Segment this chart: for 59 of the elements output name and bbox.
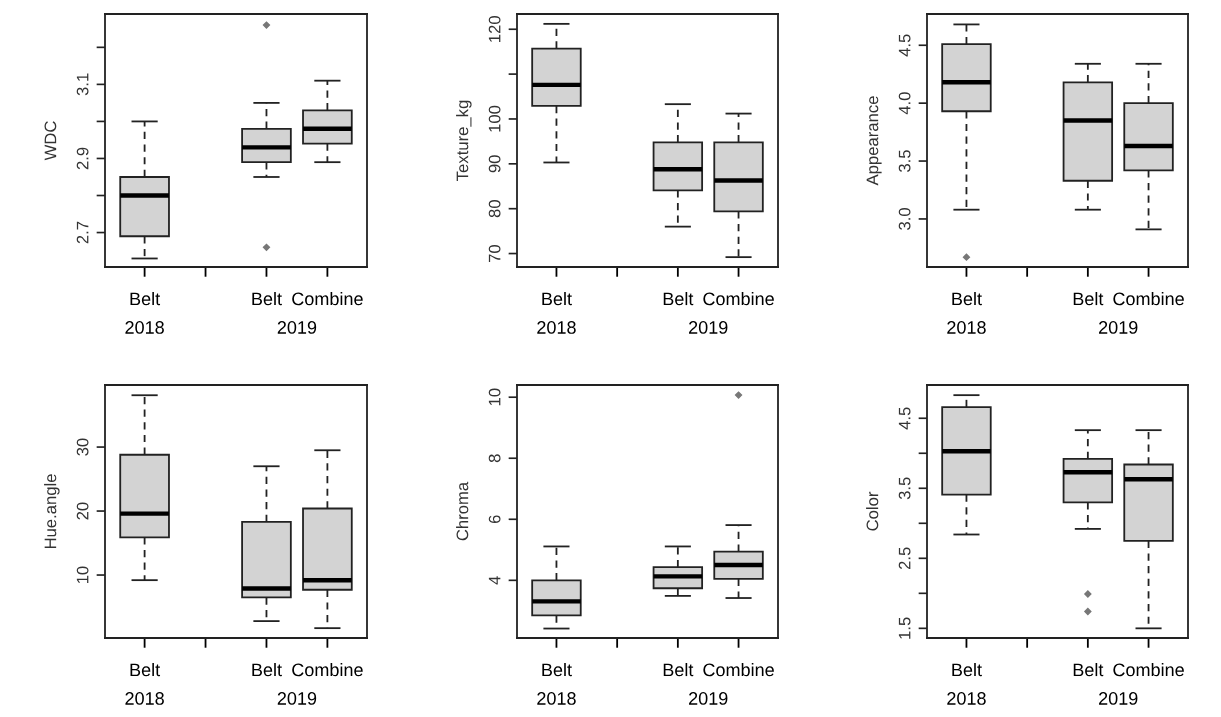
x-tick-label: Combine: [703, 663, 774, 677]
text: 2019: [1099, 692, 1138, 705]
y-tick-label: 1.5: [898, 617, 911, 639]
x-tick-label: Belt: [542, 292, 572, 306]
y-tick-label: 6: [488, 515, 501, 524]
y-tick-label: 10: [488, 388, 501, 406]
x-tick-label: Belt: [663, 663, 694, 677]
y-tick-label: 3.5: [898, 477, 911, 500]
x-tick-label: Belt: [952, 292, 982, 306]
y-tick-label: 4.5: [898, 34, 911, 57]
x-tick-label: Combine: [1113, 292, 1184, 306]
text: 2019: [277, 692, 317, 705]
y-tick-label: 100: [488, 105, 501, 132]
x-tick-label: Combine: [1113, 663, 1184, 677]
text: 2018: [125, 692, 164, 705]
x-tick-label: Belt: [130, 663, 161, 677]
y-axis-title: Chroma: [456, 481, 469, 541]
x-tick-label: Belt: [952, 663, 982, 677]
y-tick-label: 20: [76, 502, 89, 520]
text: 2018: [947, 692, 986, 705]
y-tick-label: 3.5: [898, 150, 911, 172]
text: 2019: [277, 321, 317, 334]
text: 2018: [537, 321, 576, 334]
x-tick-label: Belt: [130, 292, 161, 306]
y-tick-label: 4.0: [898, 92, 911, 115]
y-tick-label: 70: [488, 244, 501, 262]
y-tick-label: 80: [488, 200, 501, 218]
y-tick-label: 10: [76, 566, 89, 584]
y-tick-label: 8: [488, 454, 501, 463]
x-tick-label: Belt: [252, 292, 282, 306]
x-tick-label: Combine: [703, 292, 774, 306]
y-tick-label: 2.9: [76, 147, 89, 170]
y-axis-title: Color: [866, 491, 879, 531]
text: 2019: [1099, 321, 1138, 334]
y-tick-label: 4: [488, 576, 501, 585]
y-axis-title: Texture_kg: [456, 100, 472, 181]
y-tick-label: 3.0: [898, 208, 911, 230]
text: 2018: [125, 321, 164, 334]
text: 2018: [537, 692, 576, 705]
y-tick-label: 2.5: [898, 547, 911, 570]
y-tick-label: 120: [488, 16, 501, 42]
y-tick-label: 90: [488, 155, 501, 173]
y-axis-title: Hue.angle: [44, 474, 60, 549]
text: 2019: [689, 321, 728, 334]
text: 2018: [947, 321, 986, 334]
y-axis-title: WDC: [44, 121, 57, 161]
x-tick-label: Belt: [1073, 292, 1104, 306]
x-tick-label: Belt: [663, 292, 694, 306]
y-tick-label: 30: [76, 438, 89, 456]
x-tick-label: Belt: [1073, 663, 1104, 677]
text: 2019: [689, 692, 728, 705]
x-tick-label: Combine: [292, 292, 363, 306]
y-tick-label: 2.7: [76, 221, 89, 244]
x-tick-label: Combine: [292, 663, 363, 677]
y-tick-label: 3.1: [76, 73, 89, 96]
x-tick-label: Belt: [252, 663, 282, 677]
x-tick-label: Belt: [542, 663, 572, 677]
y-axis-title: Appearance: [866, 96, 882, 186]
y-tick-label: 4.5: [898, 407, 911, 430]
